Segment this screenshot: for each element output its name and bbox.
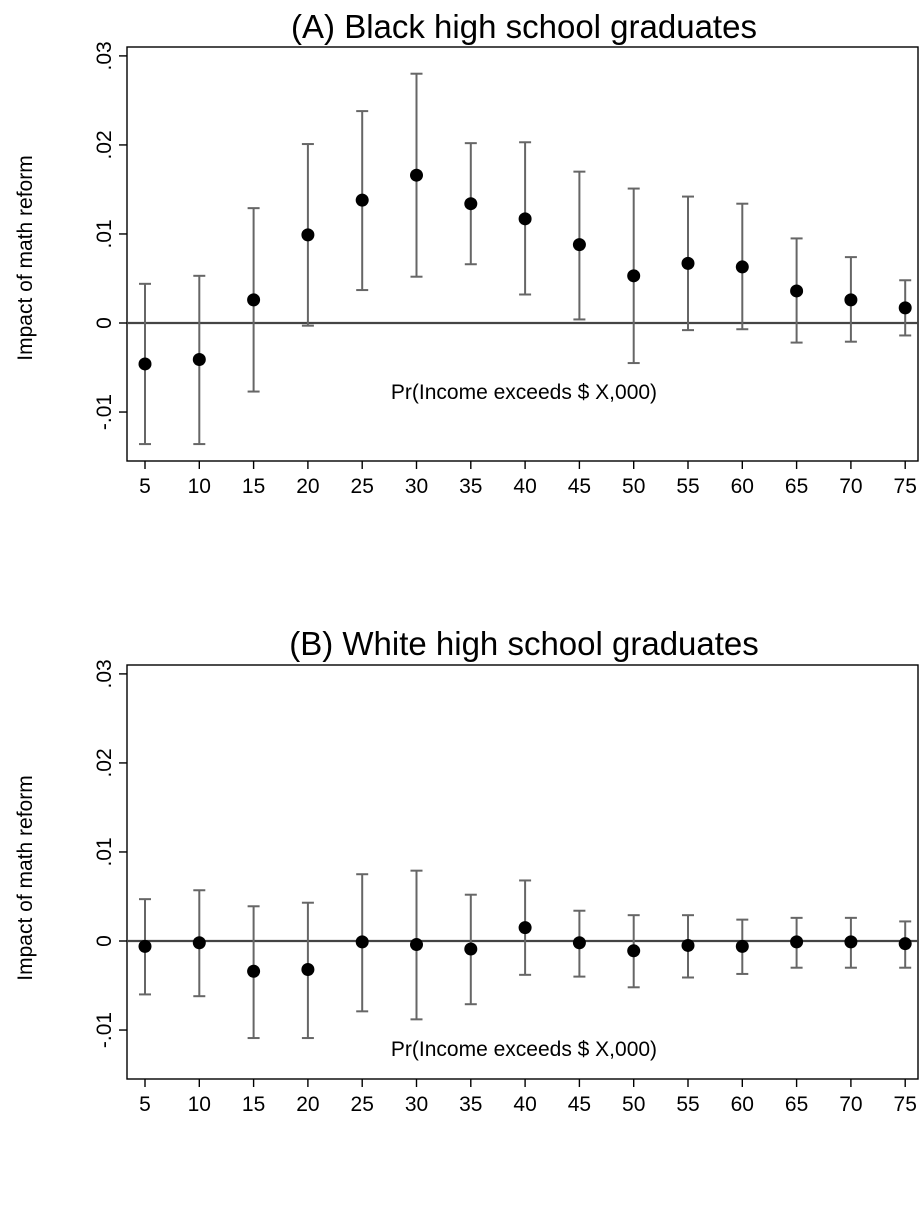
- panel-b-x-axis-label: Pr(Income exceeds $ X,000): [391, 1038, 657, 1061]
- panel-a-x-tick-label: 10: [188, 475, 211, 498]
- panel-b-x-tick-label: 40: [513, 1093, 536, 1116]
- panel-b-point: [681, 938, 695, 952]
- panel-b-point: [518, 921, 532, 935]
- panel-b-x-tick-label: 50: [622, 1093, 645, 1116]
- panel-a-point: [735, 260, 749, 274]
- panel-b-x-tick-label: 70: [839, 1093, 862, 1116]
- panel-a-x-tick-label: 50: [622, 475, 645, 498]
- panel-b-x-tick-label: 60: [731, 1093, 754, 1116]
- panel-b-x-tick-label: 55: [676, 1093, 699, 1116]
- panel-b-point: [138, 939, 152, 953]
- panel-a-x-tick-label: 70: [839, 475, 862, 498]
- panel-a-point: [247, 293, 261, 307]
- panel-a-point: [627, 269, 641, 283]
- panel-a-marks: -.01 0 .01 .02 .03 5 10 15 20 25 30 35 40 45 50 55 60 65 7…: [93, 41, 918, 498]
- panel-a-y-tick-label: 0: [93, 317, 116, 329]
- panel-b-point: [735, 939, 749, 953]
- panel-a-x-tick-label: 75: [894, 475, 917, 498]
- panel-b-point: [898, 937, 912, 951]
- panel-b-x-tick-label: 45: [568, 1093, 591, 1116]
- panel-a-point: [464, 197, 478, 211]
- panel-a-x-tick-label: 35: [459, 475, 482, 498]
- panel-b: (B) White high school graduates Impact o…: [14, 625, 919, 1116]
- panel-b-point: [790, 935, 804, 949]
- panel-b-point: [464, 942, 478, 956]
- panel-b-title: (B) White high school graduates: [289, 625, 759, 662]
- panel-b-point: [410, 938, 423, 952]
- panel-a-x-tick-label: 45: [568, 475, 591, 498]
- panel-a-x-tick-label: 5: [139, 475, 151, 498]
- panel-a: (A) Black high school graduates Impact o…: [14, 8, 919, 498]
- panel-a-y-tick-label: -.01: [93, 394, 116, 430]
- panel-b-point: [301, 962, 315, 976]
- panel-a-point: [681, 256, 695, 270]
- panel-b-y-tick-label: .03: [93, 659, 116, 688]
- panel-a-point: [410, 168, 423, 182]
- panel-a-y-tick-label: .01: [93, 219, 116, 248]
- panel-b-y-tick-label: 0: [93, 935, 116, 947]
- panel-b-point: [844, 935, 858, 949]
- panel-a-title: (A) Black high school graduates: [291, 8, 757, 45]
- panel-b-plot-frame: [126, 664, 919, 1080]
- panel-b-point: [192, 936, 206, 950]
- panel-b-point: [572, 936, 586, 950]
- panel-b-marks: -.01 0 .01 .02 .03 5 10 15 20 25 30 35 40 45 50 55 60 65 7…: [93, 659, 918, 1116]
- panel-a-point: [138, 357, 152, 371]
- panel-b-x-tick-label: 25: [351, 1093, 374, 1116]
- panel-b-x-tick-label: 30: [405, 1093, 428, 1116]
- panel-a-y-tick-label: .03: [93, 41, 116, 70]
- panel-b-x-tick-label: 15: [242, 1093, 265, 1116]
- panel-b-y-tick-label: .01: [93, 837, 116, 866]
- panel-a-point: [844, 293, 858, 307]
- panel-b-point: [247, 964, 261, 978]
- panel-a-x-tick-label: 40: [513, 475, 536, 498]
- panel-a-point: [572, 238, 586, 252]
- panel-a-x-tick-label: 20: [296, 475, 319, 498]
- panel-a-point: [790, 284, 804, 298]
- panel-b-x-tick-label: 35: [459, 1093, 482, 1116]
- panel-a-x-tick-label: 25: [351, 475, 374, 498]
- panel-b-point: [355, 935, 369, 949]
- panel-a-x-tick-label: 15: [242, 475, 265, 498]
- panel-a-x-tick-label: 30: [405, 475, 428, 498]
- panel-a-point: [355, 193, 369, 207]
- panel-a-x-axis-label: Pr(Income exceeds $ X,000): [391, 381, 657, 404]
- panel-a-x-tick-label: 65: [785, 475, 808, 498]
- panel-b-x-tick-label: 65: [785, 1093, 808, 1116]
- panel-a-point: [518, 212, 532, 226]
- panel-b-x-tick-label: 75: [894, 1093, 917, 1116]
- panel-b-y-tick-label: .02: [93, 748, 116, 777]
- panel-b-x-tick-label: 5: [139, 1093, 151, 1116]
- panel-b-point: [627, 944, 641, 958]
- panel-a-plot-frame: [126, 46, 919, 462]
- panel-a-point: [898, 301, 912, 315]
- panel-b-x-tick-label: 10: [188, 1093, 211, 1116]
- panel-a-point: [192, 353, 206, 367]
- panel-a-x-tick-label: 55: [676, 475, 699, 498]
- panel-a-x-tick-label: 60: [731, 475, 754, 498]
- panel-b-y-axis-label: Impact of math reform: [14, 775, 37, 980]
- panel-a-y-tick-label: .02: [93, 130, 116, 159]
- panel-b-y-tick-label: -.01: [93, 1012, 116, 1048]
- panel-b-x-tick-label: 20: [296, 1093, 319, 1116]
- panel-a-point: [301, 228, 315, 242]
- panel-a-y-axis-label: Impact of math reform: [14, 155, 37, 360]
